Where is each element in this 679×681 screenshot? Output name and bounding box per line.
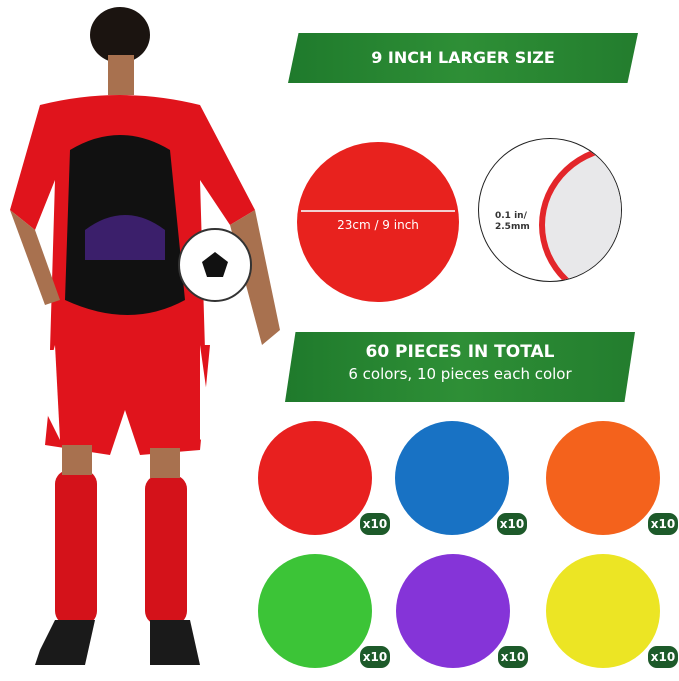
thickness-label-2: 2.5mm	[495, 222, 530, 232]
diameter-arrow	[301, 210, 455, 212]
count-badge: x10	[496, 644, 530, 670]
color-disc	[395, 421, 509, 535]
count-badge: x10	[358, 511, 392, 537]
color-disc	[546, 421, 660, 535]
total-banner-title: 60 PIECES IN TOTAL	[365, 342, 555, 362]
player-photo	[10, 7, 280, 665]
thickness-label-1: 0.1 in/	[495, 211, 527, 221]
size-disc: 23cm / 9 inch	[297, 142, 459, 302]
player-hair	[90, 7, 150, 63]
size-banner-title: 9 INCH LARGER SIZE	[371, 48, 555, 67]
color-disc	[258, 554, 372, 668]
disc-edge	[539, 144, 621, 281]
count-badge: x10	[646, 644, 679, 670]
size-banner: 9 INCH LARGER SIZE	[288, 33, 638, 83]
count-badge: x10	[495, 511, 529, 537]
diameter-label: 23cm / 9 inch	[337, 218, 419, 232]
total-banner-subtitle: 6 colors, 10 pieces each color	[348, 365, 572, 383]
count-badge: x10	[358, 644, 392, 670]
count-badge: x10	[646, 511, 679, 537]
color-disc	[258, 421, 372, 535]
color-disc	[396, 554, 510, 668]
thickness-zoom: 0.1 in/ 2.5mm	[478, 138, 622, 282]
total-banner: 60 PIECES IN TOTAL 6 colors, 10 pieces e…	[285, 332, 635, 402]
color-disc	[546, 554, 660, 668]
